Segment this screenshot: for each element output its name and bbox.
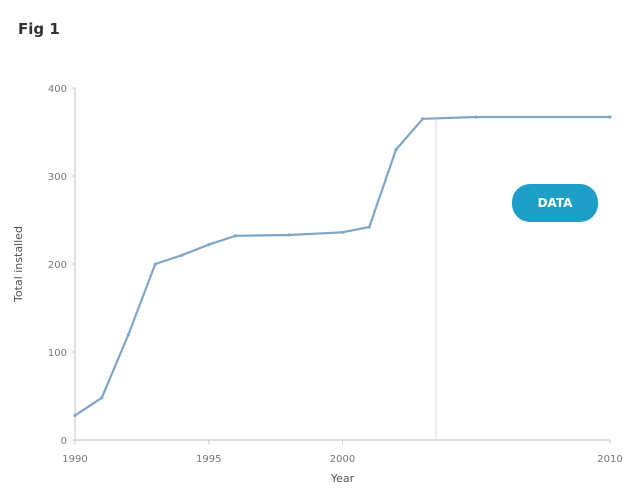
badge-background (512, 184, 598, 222)
y-tick-label: 400 (48, 84, 67, 95)
series-points (73, 115, 612, 417)
series-point (207, 243, 211, 247)
x-tick-label: 2000 (330, 454, 355, 465)
y-tick-label: 300 (48, 172, 67, 183)
series-point (233, 234, 238, 238)
series-line (73, 115, 612, 417)
x-tick-label: 1990 (62, 454, 87, 465)
y-tick-label: 200 (48, 260, 67, 271)
series-point (421, 117, 425, 121)
series-point (474, 115, 478, 119)
series-point (394, 148, 398, 152)
x-ticks: 1990 1995 2000 2010 (62, 440, 623, 465)
series-point (287, 233, 291, 237)
series-point (180, 253, 184, 257)
x-tick-label: 1995 (196, 454, 221, 465)
y-ticks: 0 100 200 300 400 (48, 84, 75, 447)
y-tick-label: 100 (48, 348, 67, 359)
badge-label: DATA (538, 196, 574, 210)
y-tick-label: 0 (61, 436, 67, 447)
x-tick-label: 2010 (597, 454, 622, 465)
series-point (367, 225, 371, 229)
series-point (608, 115, 612, 119)
x-axis-label: Year (330, 472, 355, 485)
series-point (126, 332, 131, 336)
chart-title: Fig 1 (18, 20, 60, 38)
series-point (100, 396, 104, 400)
data-badge[interactable]: DATA (512, 184, 598, 222)
series-point (340, 230, 345, 234)
series-point (73, 413, 77, 417)
series-point (153, 262, 157, 266)
y-axis-label: Total installed (12, 226, 25, 303)
